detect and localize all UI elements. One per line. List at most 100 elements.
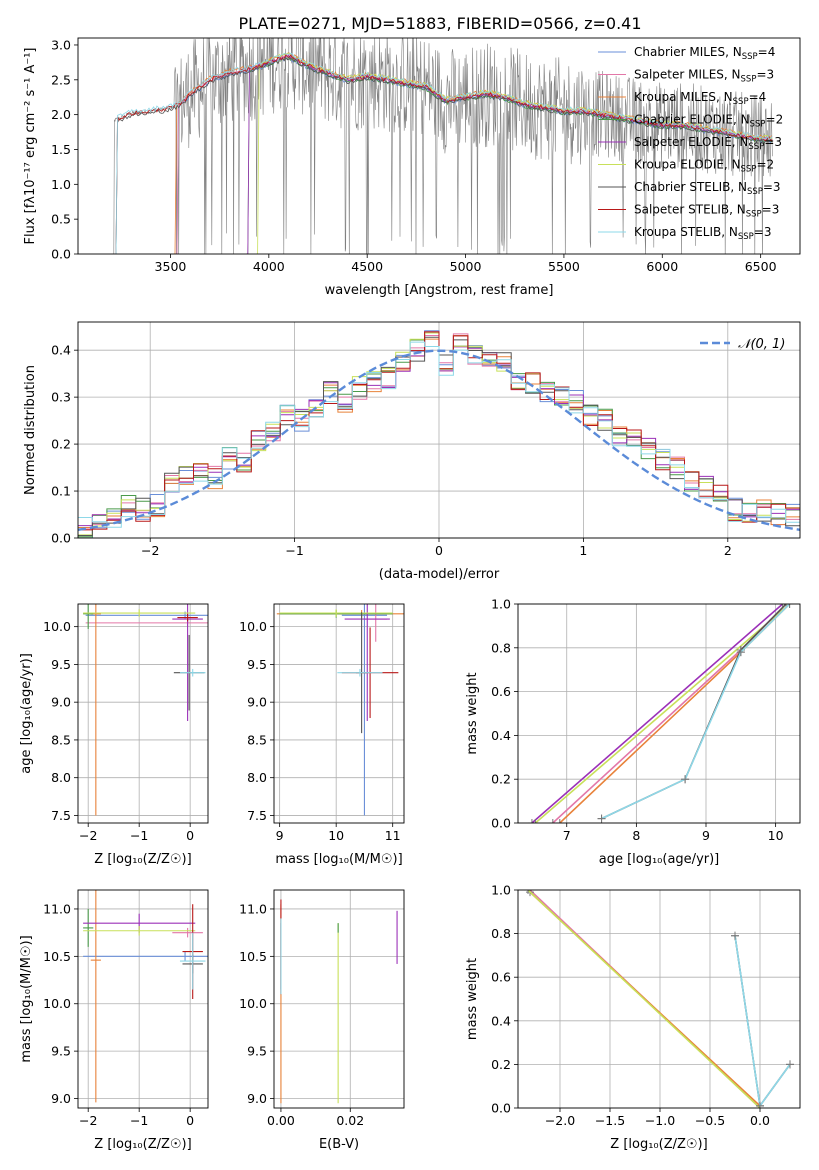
y-tick-label: 0.2 (51, 437, 71, 452)
y-tick-label: 10.0 (239, 996, 267, 1011)
x-tick-label: 10 (768, 828, 784, 843)
x-tick-label: −2 (141, 543, 159, 558)
errorbar-kroupa-stelib (179, 668, 206, 677)
x-tick-label: 4500 (351, 259, 383, 274)
x-axis-label: age [log₁₀(age/yr)] (599, 852, 720, 867)
x-tick-label: −0.5 (695, 1113, 725, 1128)
model-spectrum-kroupa-stelib (114, 52, 773, 254)
plot-area (276, 604, 404, 816)
y-tick-label: 3.0 (51, 37, 71, 52)
axes-frame (517, 603, 801, 824)
y-tick-label: 0.8 (491, 926, 511, 941)
errorbar-salpeter-elodie (344, 604, 390, 722)
x-tick-label: 0.00 (267, 1113, 295, 1128)
x-tick-label: −1 (130, 828, 148, 843)
y-tick-label: 7.5 (51, 808, 71, 823)
errorbar-kroupa-miles (90, 890, 101, 1103)
legend-entry: Kroupa MILES, NSSP=4 (634, 90, 766, 107)
errorbar-kroupa-stelib (179, 932, 206, 990)
y-tick-label: 10.0 (239, 619, 267, 634)
x-axis-label: Z [log₁₀(Z/Z☉)] (94, 852, 191, 867)
x-tick-label: 0.02 (336, 1113, 364, 1128)
spectrum-legend: Chabrier MILES, NSSP=4 Salpeter MILES, NS… (598, 45, 783, 242)
plot-area (78, 330, 800, 538)
panel-mass-vs-EBV: 0.00 0.02 9.0 9.5 10.0 10.5 11.0 E(B-V) (239, 889, 405, 1152)
x-tick-label: 5000 (450, 259, 482, 274)
x-tick-label: −1.0 (645, 1113, 675, 1128)
y-tick-label: 11.0 (239, 901, 267, 916)
weight-line (601, 604, 787, 820)
errorbar-kroupa-stelib (337, 668, 383, 677)
x-tick-label: 0 (435, 543, 443, 558)
y-tick-label: 10.0 (43, 619, 71, 634)
y-axis-label: Flux [fλ10⁻¹⁷ erg cm⁻² s⁻¹ A⁻¹] (23, 48, 38, 245)
legend-entry: Kroupa STELIB, NSSP=3 (634, 225, 772, 242)
normal-curve (78, 349, 800, 531)
y-tick-label: 0.2 (491, 772, 511, 787)
x-axis-label: (data-model)/error (379, 567, 500, 582)
data-spectrum (111, 38, 773, 254)
y-axis-label: mass [log₁₀(M/M☉)] (19, 935, 34, 1062)
y-tick-label: 0.6 (491, 970, 511, 985)
y-tick-label: 1.5 (51, 142, 71, 157)
weight-line (527, 890, 761, 1108)
x-tick-label: 3500 (155, 259, 187, 274)
errorbar-salpeter-stelib (177, 613, 198, 622)
axes-frame (77, 37, 801, 255)
y-tick-label: 8.5 (247, 732, 267, 747)
y-tick-label: 8.0 (247, 770, 267, 785)
y-tick-label: 9.0 (247, 695, 267, 710)
model-spectrum-chabrier-stelib (114, 56, 773, 254)
y-tick-label: 11.0 (43, 901, 71, 916)
x-tick-label: 6500 (745, 259, 777, 274)
y-tick-label: 9.0 (247, 1091, 267, 1106)
y-tick-label: 0.3 (51, 390, 71, 405)
x-tick-label: 5500 (548, 259, 580, 274)
x-axis-label: Z [log₁₀(Z/Z☉)] (610, 1137, 707, 1152)
plot-area (280, 899, 398, 1104)
y-tick-label: 9.5 (247, 657, 267, 672)
weight-marker (524, 890, 532, 894)
errorbar-chabrier-elodie (83, 604, 94, 629)
y-tick-label: 0.4 (51, 343, 71, 358)
weight-line (531, 604, 784, 823)
plot-area (527, 604, 794, 823)
y-tick-label: 9.5 (51, 657, 71, 672)
y-tick-label: 0.4 (491, 728, 511, 743)
x-tick-label: −1 (285, 543, 303, 558)
y-axis-label: Normed distribution (23, 365, 38, 495)
y-tick-label: 9.5 (51, 1044, 71, 1059)
y-tick-label: 0.2 (491, 1057, 511, 1072)
x-tick-label: 11 (385, 828, 401, 843)
plot-area (111, 38, 773, 254)
series-chabrier-stelib (597, 604, 791, 823)
x-tick-label: 9 (702, 828, 710, 843)
weight-line (601, 604, 791, 820)
y-tick-label: 0.0 (491, 1101, 511, 1116)
axes-frame (273, 889, 405, 1109)
weight-marker (531, 819, 540, 823)
x-tick-label: 4000 (253, 259, 285, 274)
errorbar-salpeter-miles (172, 927, 203, 938)
weight-marker (731, 931, 739, 940)
y-axis-label: mass weight (465, 958, 480, 1040)
x-tick-label: 9 (276, 828, 284, 843)
panel-age-vs-mass: 9 10 11 7.5 8.0 8.5 9.0 9.5 10.0 mass [log₁₀(M/M☉… (239, 603, 405, 867)
y-tick-label: 0.0 (51, 247, 71, 262)
figure-title: PLATE=0271, MJD=51883, FIBERID=0566, z=0… (238, 14, 641, 33)
y-tick-label: 0.6 (491, 684, 511, 699)
x-tick-label: 7 (563, 828, 571, 843)
errorbar-kroupa-elodie (279, 609, 393, 617)
y-tick-label: 0.8 (491, 640, 511, 655)
y-tick-label: 10.5 (239, 949, 267, 964)
y-tick-label: 0.0 (51, 531, 71, 546)
errorbar-chabrier-miles (341, 604, 388, 816)
legend-entry: Kroupa ELODIE, NSSP=2 (634, 158, 774, 175)
weight-marker (555, 819, 564, 823)
x-tick-label: −2.0 (545, 1113, 575, 1128)
y-tick-label: 2.5 (51, 72, 71, 87)
plot-area (83, 890, 208, 1103)
weight-marker (785, 604, 794, 608)
y-tick-label: 0.4 (491, 1013, 511, 1028)
